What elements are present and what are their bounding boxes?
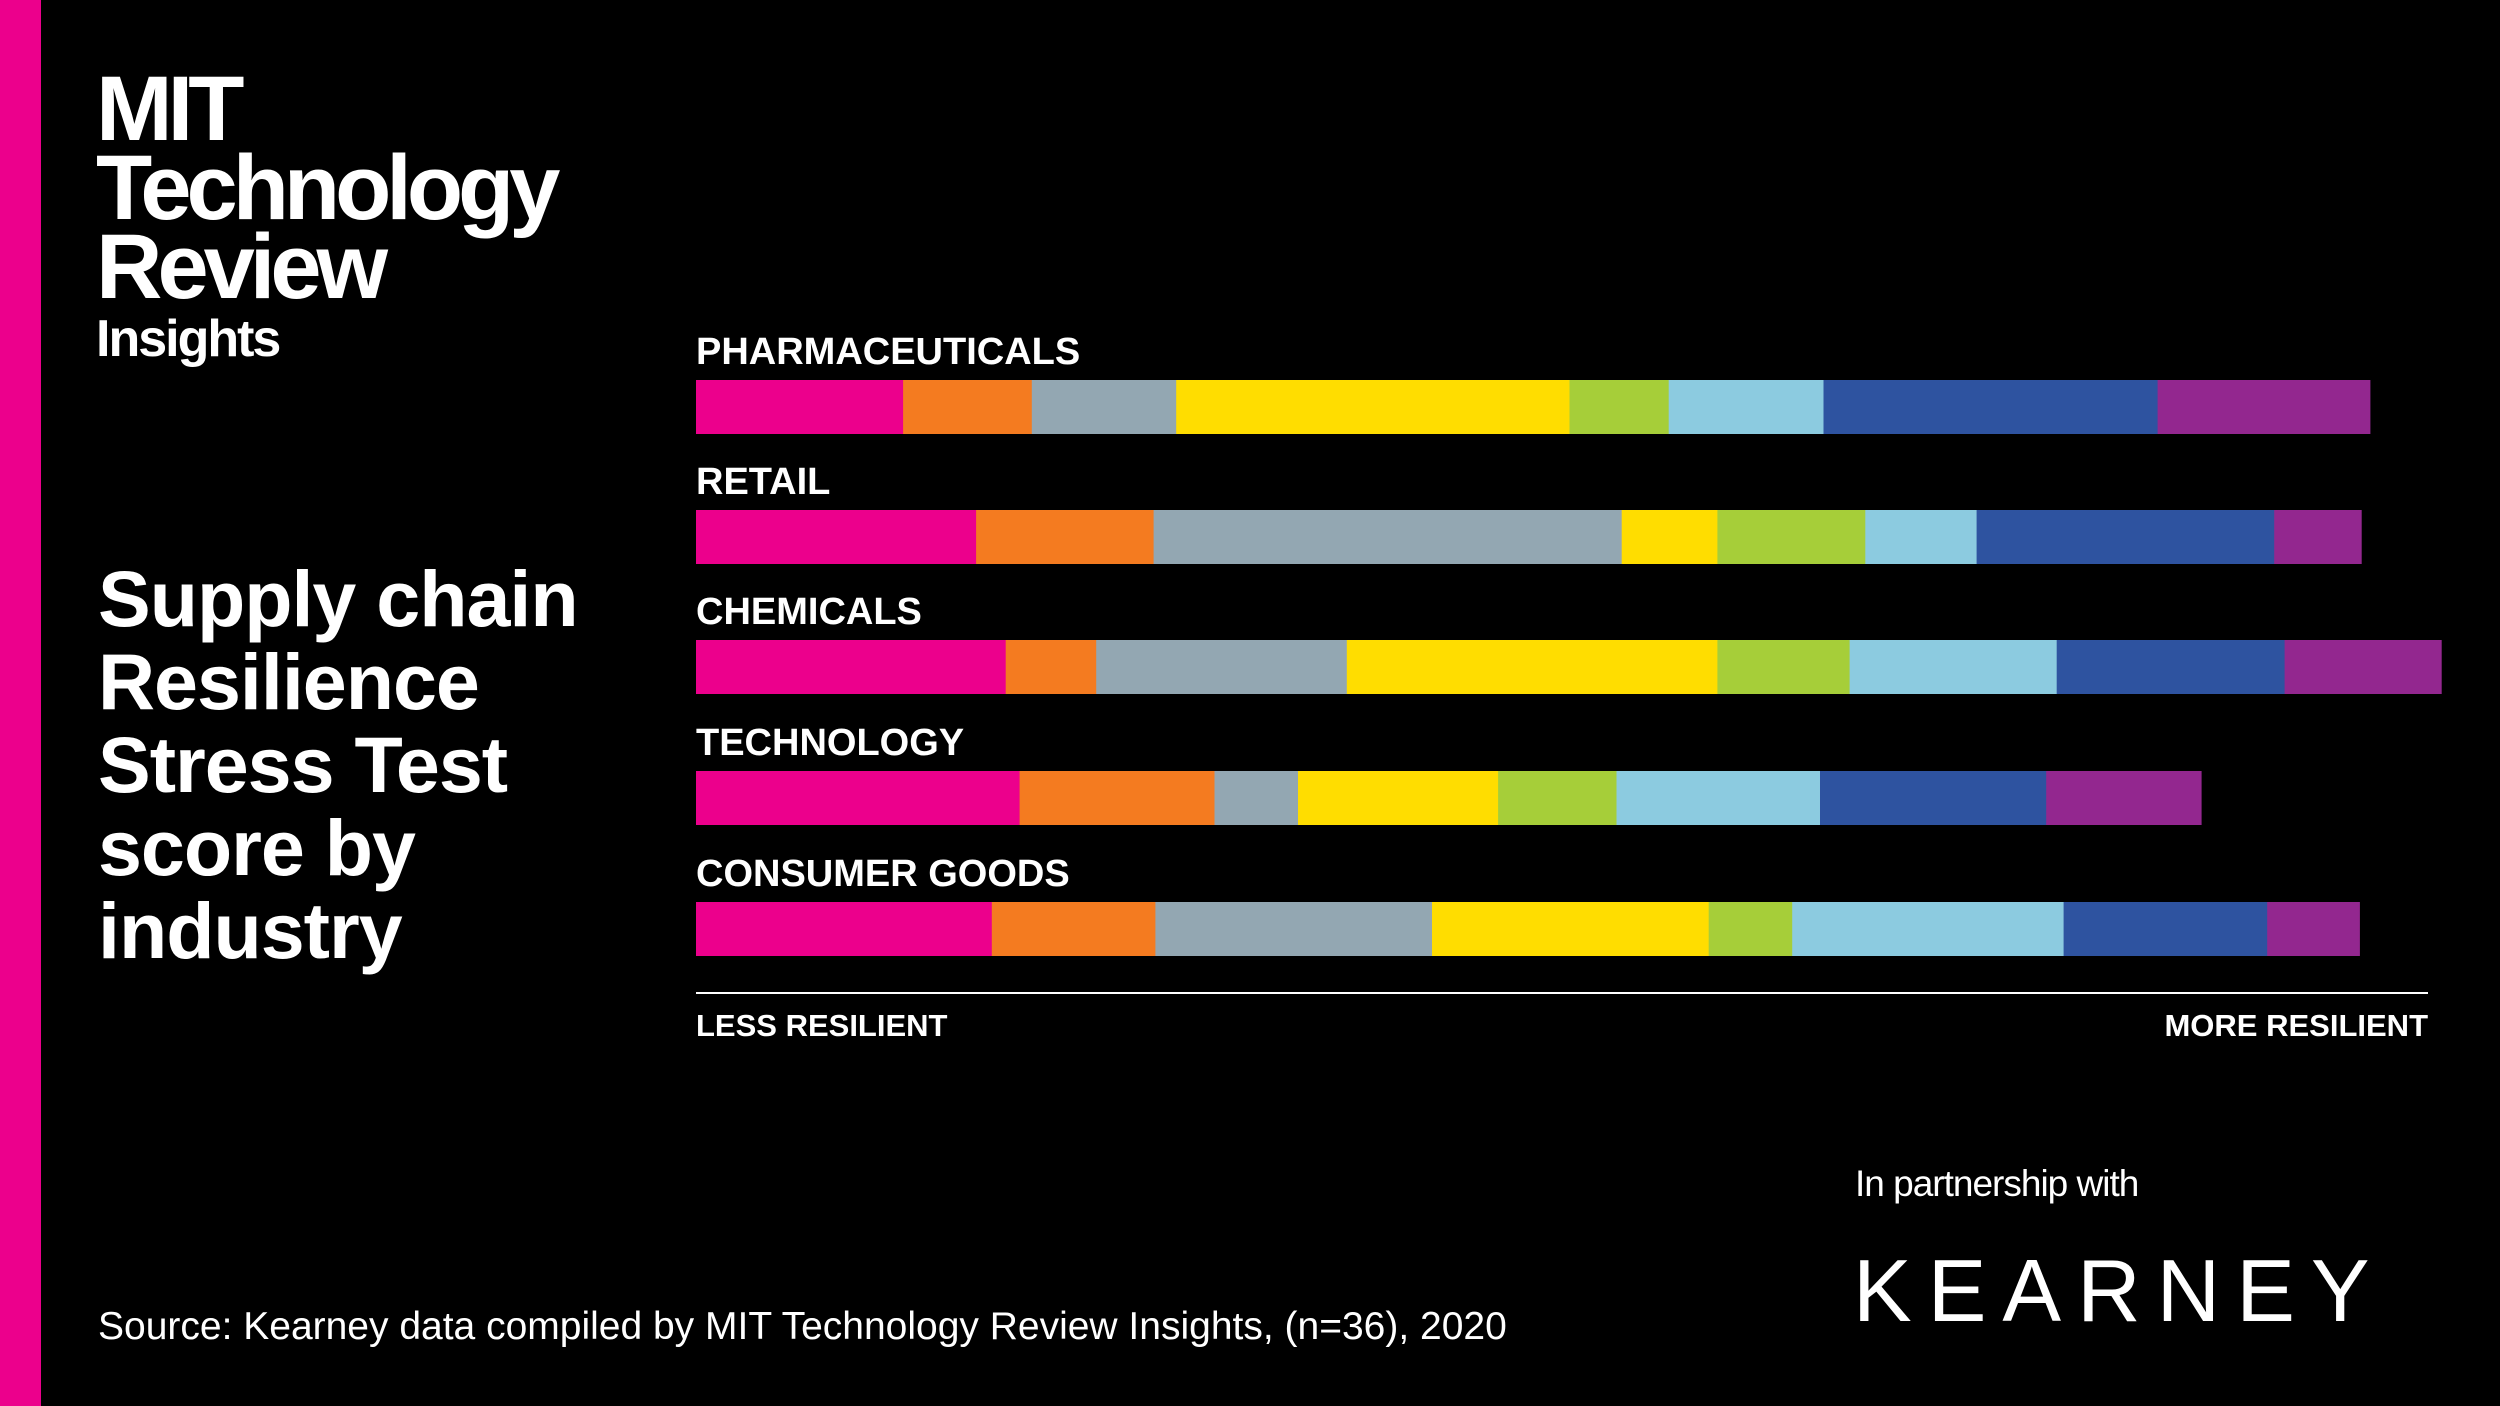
- bar-segment-retail-5: [1717, 510, 1866, 564]
- mit-technology-review-logo: MIT Technology Review Insights: [96, 58, 560, 369]
- bar-segment-retail-1: [696, 510, 977, 564]
- bar-segment-technology-2: [1019, 771, 1215, 825]
- partnership-label: In partnership with: [1855, 1163, 2139, 1204]
- bar-segment-technology-5: [1498, 771, 1617, 825]
- page-title: Supply chain Resilience Stress Test scor…: [98, 554, 658, 975]
- title-line-2: Resilience: [98, 636, 480, 726]
- category-label-chemicals: CHEMICALS: [696, 591, 922, 633]
- category-label-retail: RETAIL: [696, 461, 830, 503]
- bar-segment-pharmaceuticals-4: [1176, 380, 1570, 434]
- bar-segment-pharmaceuticals-8: [2157, 380, 2371, 434]
- bar-segment-technology-6: [1616, 771, 1821, 825]
- resilience-stacked-bar-chart: PHARMACEUTICALS RETAIL CHEMICALS TECHNOLOGY…: [696, 331, 2442, 1043]
- bar-segment-retail-4: [1621, 510, 1718, 564]
- bar-segment-retail-2: [976, 510, 1155, 564]
- x-axis-max-label: MORE RESILIENT: [2164, 1008, 2428, 1043]
- title-line-3: Stress Test: [98, 719, 508, 809]
- source-note: Source: Kearney data compiled by MIT Tec…: [98, 1305, 1507, 1348]
- bar-segment-retail-7: [1976, 510, 2275, 564]
- bar-segment-pharmaceuticals-2: [903, 380, 1033, 434]
- logo-line-review: Review: [96, 216, 388, 319]
- bar-segment-consumer-goods-7: [2063, 902, 2268, 956]
- bar-segment-technology-7: [1820, 771, 2047, 825]
- bar-segment-technology-8: [2046, 771, 2202, 825]
- bar-segment-pharmaceuticals-1: [696, 380, 904, 434]
- bar-segment-consumer-goods-2: [991, 902, 1156, 956]
- bar-segment-pharmaceuticals-6: [1668, 380, 1825, 434]
- bar-segment-pharmaceuticals-3: [1031, 380, 1177, 434]
- bar-segment-chemicals-7: [2056, 640, 2286, 694]
- bar-segment-retail-6: [1865, 510, 1978, 564]
- title-line-1: Supply chain: [98, 554, 579, 643]
- bar-segment-retail-3: [1153, 510, 1623, 564]
- bar-segment-technology-4: [1298, 771, 1499, 825]
- bar-segment-pharmaceuticals-7: [1823, 380, 2159, 434]
- bar-segment-consumer-goods-4: [1432, 902, 1710, 956]
- bar-segment-technology-3: [1214, 771, 1299, 825]
- logo-line-technology: Technology: [96, 137, 560, 240]
- logo-line-mit: MIT: [96, 58, 244, 160]
- logo-line-insights: Insights: [96, 310, 281, 369]
- bar-segment-chemicals-8: [2284, 640, 2442, 694]
- bar-segment-consumer-goods-6: [1792, 902, 2065, 956]
- bar-segment-chemicals-3: [1096, 640, 1348, 694]
- bar-segment-pharmaceuticals-5: [1569, 380, 1670, 434]
- bar-segment-retail-8: [2274, 510, 2362, 564]
- bar-segment-consumer-goods-3: [1155, 902, 1433, 956]
- bar-segment-chemicals-2: [1005, 640, 1097, 694]
- title-line-5: industry: [98, 885, 403, 975]
- accent-strip: [0, 0, 41, 1406]
- category-label-consumer-goods: CONSUMER GOODS: [696, 853, 1070, 895]
- bar-segment-consumer-goods-8: [2267, 902, 2360, 956]
- bar-segment-chemicals-4: [1346, 640, 1718, 694]
- category-label-technology: TECHNOLOGY: [696, 722, 964, 764]
- kearney-logo: KEARNEY: [1853, 1241, 2386, 1340]
- bar-segment-chemicals-6: [1849, 640, 2058, 694]
- category-label-pharmaceuticals: PHARMACEUTICALS: [696, 331, 1080, 373]
- bar-segment-consumer-goods-5: [1708, 902, 1793, 956]
- bar-segment-technology-1: [696, 771, 1021, 825]
- title-line-4: score by: [98, 802, 416, 892]
- bar-segment-chemicals-5: [1717, 640, 1851, 694]
- bar-segment-consumer-goods-1: [696, 902, 993, 956]
- bar-segment-chemicals-1: [696, 640, 1007, 694]
- x-axis-min-label: LESS RESILIENT: [696, 1008, 948, 1043]
